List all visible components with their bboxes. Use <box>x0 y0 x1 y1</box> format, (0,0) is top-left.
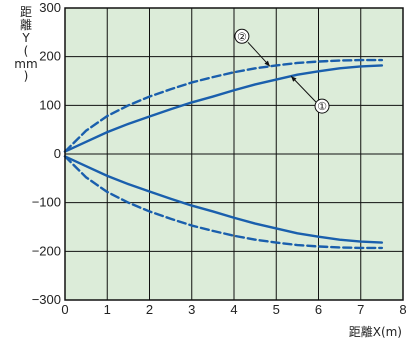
annotation-leader <box>290 75 317 103</box>
x-tick-label: 6 <box>315 302 322 317</box>
dashed-curve-3 <box>63 155 384 250</box>
x-tick-label: 7 <box>357 302 364 317</box>
y-tick-label: −100 <box>32 195 61 210</box>
y-tick-label: 200 <box>39 49 61 64</box>
annotation-label: ① <box>317 100 327 113</box>
y-tick-label: 100 <box>39 97 61 112</box>
x-tick-labels: 0 1 2 3 4 5 6 7 8 <box>61 302 406 317</box>
x-tick-label: 0 <box>61 302 68 317</box>
x-tick-label: 4 <box>230 302 237 317</box>
annotation-circle <box>234 28 250 44</box>
y-tick-label: −300 <box>32 292 61 307</box>
x-tick-label: 5 <box>273 302 280 317</box>
x-tick-label: 8 <box>399 302 406 317</box>
y-axis-label-char: ( <box>24 44 29 58</box>
grid <box>65 8 403 300</box>
y-axis-label-char: 距 <box>20 5 32 19</box>
annotation-arrowhead <box>264 60 270 67</box>
y-tick-labels: −300 −200 −100 0 100 200 300 <box>32 0 61 307</box>
x-tick-label: 3 <box>188 302 195 317</box>
solid-curve-2 <box>63 155 384 244</box>
y-tick-label: 0 <box>54 146 61 161</box>
annotation-arrowhead <box>291 76 297 82</box>
y-axis-label: 距離Y(mm) <box>14 5 37 83</box>
plot-frame <box>64 7 404 301</box>
y-axis-label-char: Y <box>21 31 30 45</box>
y-axis-label-char: 離 <box>20 18 32 32</box>
series-group <box>63 58 384 250</box>
y-tick-label: 300 <box>39 0 61 15</box>
y-axis-label-char: ) <box>24 69 29 83</box>
x-axis-label: 距離X(m) <box>349 325 402 339</box>
annotations: ②① <box>234 28 330 114</box>
solid-curve-0 <box>63 64 384 153</box>
y-tick-label: −200 <box>32 243 61 258</box>
y-axis-label-char: mm <box>14 57 37 71</box>
dashed-curve-1 <box>63 58 384 153</box>
x-tick-label: 2 <box>146 302 153 317</box>
annotation-circle <box>314 98 330 114</box>
annotation-label: ② <box>237 30 247 43</box>
x-tick-label: 1 <box>104 302 111 317</box>
